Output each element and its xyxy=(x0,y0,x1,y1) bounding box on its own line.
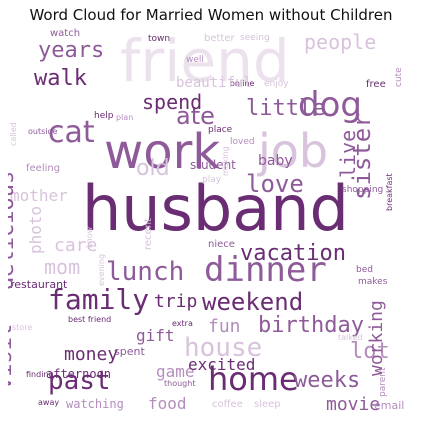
word-money: money xyxy=(64,344,119,365)
word-town: town xyxy=(148,34,171,44)
word-past: past xyxy=(48,366,111,396)
word-cloud: husband friend work job dinner dog home cat love… xyxy=(8,28,414,420)
word-afternoon: afternoon xyxy=(46,367,112,381)
word-enjoy: enjoy xyxy=(264,79,289,89)
word-beautiful: beautiful xyxy=(176,75,252,91)
word-baby: baby xyxy=(258,153,293,169)
word-live: live xyxy=(336,129,360,178)
word-know: know xyxy=(85,226,94,248)
word-watching: watching xyxy=(66,397,124,411)
word-cute: cute xyxy=(394,67,404,87)
word-well: well xyxy=(186,55,204,65)
word-food: food xyxy=(148,394,187,413)
word-loved: loved xyxy=(230,137,255,147)
word-photo: photo xyxy=(26,205,45,254)
word-vacation: vacation xyxy=(240,241,346,266)
word-talked: talked xyxy=(338,333,363,342)
word-finding: finding xyxy=(26,370,54,379)
word-evening: evening xyxy=(97,253,106,286)
word-recent: recent xyxy=(143,218,154,250)
word-restaurant: restaurant xyxy=(10,278,68,291)
word-spend: spend xyxy=(142,90,203,114)
word-email: email xyxy=(374,399,405,412)
word-coffee: coffee xyxy=(212,399,243,410)
word-excited: excited xyxy=(188,355,256,374)
word-movie: movie xyxy=(326,394,381,415)
word-birthday: birthday xyxy=(258,313,364,338)
word-cat: cat xyxy=(48,115,95,150)
word-spent: spent xyxy=(114,345,145,358)
word-extra: extra xyxy=(172,319,193,328)
word-mom: mom xyxy=(44,255,81,279)
word-home: home xyxy=(208,360,299,398)
word-sleep: sleep xyxy=(254,399,281,410)
word-making: making xyxy=(221,146,230,176)
word-lunch: lunch xyxy=(106,257,185,287)
word-people: people xyxy=(304,30,377,54)
word-delicious: delicious xyxy=(8,170,19,290)
word-bed: bed xyxy=(356,265,373,275)
word-dog: dog xyxy=(298,85,362,125)
word-ate: ate xyxy=(176,102,215,130)
word-outside: outside xyxy=(28,127,58,136)
word-work: work xyxy=(104,124,221,180)
word-breakfast: breakfast xyxy=(385,173,394,211)
word-family: family xyxy=(48,283,150,316)
word-away: away xyxy=(38,398,60,407)
word-visit: visit xyxy=(8,323,17,390)
word-walk: walk xyxy=(34,66,87,91)
word-trip: trip xyxy=(154,291,198,312)
word-care: care xyxy=(54,235,98,256)
word-game: game xyxy=(156,362,195,381)
word-free: free xyxy=(366,79,386,90)
word-job: job xyxy=(258,124,329,178)
word-help: help xyxy=(94,111,114,121)
word-plan: plan xyxy=(116,113,134,122)
word-online: online xyxy=(230,79,255,88)
word-fun: fun xyxy=(208,316,241,337)
word-shopping: shopping xyxy=(342,185,384,195)
word-gift: gift xyxy=(136,326,175,345)
word-best-friend: best friend xyxy=(68,315,112,324)
word-husband: husband xyxy=(82,172,349,245)
word-student: student xyxy=(190,158,236,172)
word-love: love xyxy=(246,170,304,198)
word-weeks: weeks xyxy=(294,368,361,393)
word-house: house xyxy=(184,333,263,363)
word-old: old xyxy=(136,156,170,181)
word-seeing: seeing xyxy=(240,33,270,43)
chart-title: Word Cloud for Married Women without Chi… xyxy=(29,6,393,24)
word-makes: makes xyxy=(358,277,388,287)
word-niece: niece xyxy=(208,239,235,250)
word-thought: thought xyxy=(164,379,196,388)
word-place: place xyxy=(208,125,233,135)
word-store: store xyxy=(12,323,33,332)
word-friend: friend xyxy=(120,28,290,95)
word-working: working xyxy=(366,300,387,376)
word-little: little xyxy=(246,96,326,121)
word-mother: mother xyxy=(10,186,68,205)
word-lot: lot xyxy=(350,339,390,364)
word-years: years xyxy=(38,38,105,63)
word-weekend: weekend xyxy=(202,288,304,316)
word-play: play xyxy=(202,175,222,185)
word-feeling: feeling xyxy=(26,163,61,174)
word-dinner: dinner xyxy=(204,250,327,290)
word-called: called xyxy=(9,122,18,146)
word-watch: watch xyxy=(50,28,81,39)
word-better: better xyxy=(204,33,235,44)
